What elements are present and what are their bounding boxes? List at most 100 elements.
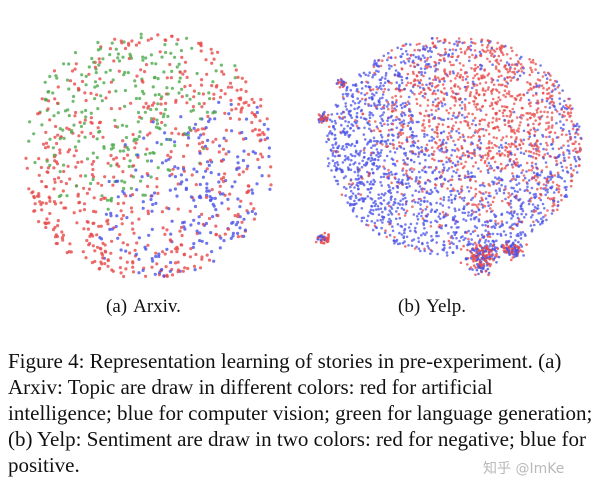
blue-point [375,154,378,157]
red-point [453,96,456,99]
blue-point [443,103,447,106]
red-point [74,62,78,66]
red-point [444,146,448,149]
blue-point [362,183,366,187]
red-point [413,65,416,68]
blue-point [199,133,203,137]
blue-point [260,174,264,178]
red-point [223,172,227,176]
red-point [465,48,469,51]
blue-point [401,102,405,105]
red-point [463,154,467,157]
blue-point [451,236,455,240]
red-point [481,43,484,47]
blue-point [389,211,393,214]
blue-point [450,130,453,133]
red-point [504,67,508,71]
blue-point [251,150,255,154]
blue-point [368,123,371,126]
red-point [158,50,162,54]
green-point [185,94,189,98]
red-point [395,99,398,102]
red-point [192,89,196,93]
blue-point [417,190,421,194]
red-point [391,96,394,99]
blue-point [504,44,507,48]
red-point [566,111,570,114]
red-point [474,63,477,67]
blue-point [409,89,413,92]
red-point [181,269,185,273]
blue-point [524,213,528,216]
blue-point [446,117,450,121]
red-point [521,169,525,172]
blue-point [381,221,384,224]
red-point [52,187,56,191]
blue-point [515,183,519,187]
red-point [484,89,487,93]
red-point [492,136,496,139]
red-point [513,132,517,135]
green-point [111,146,115,150]
blue-point [473,217,476,221]
blue-point [400,114,404,118]
blue-point [360,207,364,210]
green-point [87,65,91,69]
blue-point [419,67,423,70]
blue-point [109,214,113,218]
red-point [529,60,533,64]
blue-point [535,166,539,170]
blue-point [399,55,402,58]
blue-point [192,242,196,246]
red-point [131,132,135,137]
red-point [463,165,466,168]
blue-point [551,175,554,179]
green-point [62,163,66,167]
blue-point [389,56,393,59]
blue-point [434,78,438,81]
blue-point [477,208,481,211]
blue-point [438,170,441,174]
blue-point [366,157,370,161]
blue-point [569,167,573,170]
red-point [497,129,501,132]
red-point [435,37,439,40]
red-point [471,203,474,206]
red-point [482,262,486,266]
blue-point [560,146,563,149]
green-point [96,40,100,45]
blue-point [442,138,445,142]
blue-point [217,180,221,184]
blue-point [552,199,555,203]
red-point [502,114,505,118]
red-point [394,56,397,59]
blue-point [489,242,492,246]
blue-point [257,165,261,170]
blue-point [467,154,470,158]
green-point [62,62,66,66]
red-point [107,90,111,94]
red-point [233,214,237,218]
blue-point [333,133,337,137]
blue-point [543,207,546,210]
red-point [355,124,359,128]
red-point [474,161,478,164]
blue-point [460,113,464,117]
blue-point [350,116,353,120]
blue-point [422,232,425,235]
blue-point [449,193,453,197]
blue-point [125,216,129,220]
blue-point [379,218,382,222]
blue-point [401,178,404,182]
blue-point [389,198,393,201]
red-point [460,162,463,165]
green-point [165,86,169,90]
green-point [188,128,192,132]
blue-point [500,222,504,226]
red-point [516,161,519,164]
blue-point [390,64,393,68]
red-point [530,169,533,172]
red-point [87,243,91,247]
blue-point [192,167,196,171]
blue-point [337,144,341,148]
